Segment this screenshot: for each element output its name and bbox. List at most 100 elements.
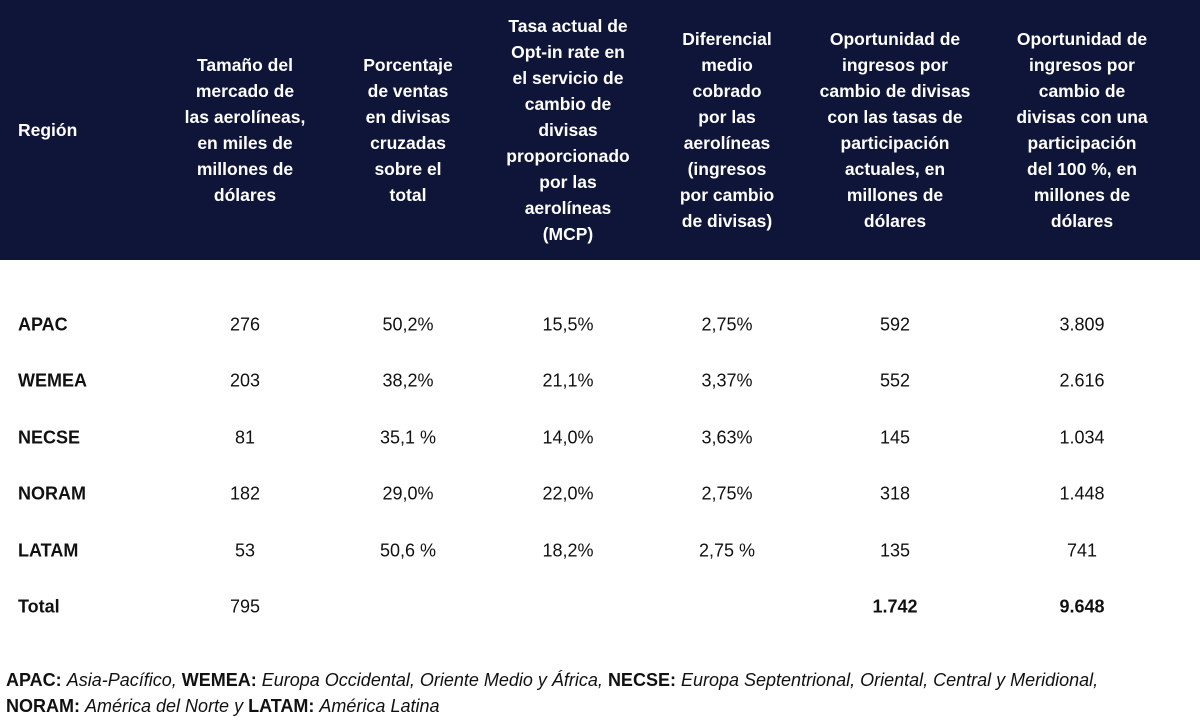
table-cell: 203: [229, 370, 261, 391]
footnote-text: América Latina: [319, 696, 440, 716]
header-line: del 100 %, en: [1027, 159, 1137, 179]
header-line: ingresos por: [1029, 55, 1135, 75]
header-line: Tamaño del: [197, 55, 293, 75]
table-cell: 3,63%: [701, 427, 753, 448]
header-line: Porcentaje: [363, 55, 453, 75]
row-label: NORAM: [18, 483, 86, 504]
header-line: cruzadas: [370, 133, 446, 153]
header-line: cambio de: [1038, 81, 1126, 101]
table-cell: 276: [229, 314, 261, 335]
table-cell: 135: [879, 540, 911, 561]
header-line: participación: [840, 133, 950, 153]
table-cell: 21,1%: [542, 370, 594, 391]
footnote-term: APAC:: [6, 670, 62, 690]
column-header: Porcentaje de ventas en divisas cruzadas sob…: [343, 0, 473, 260]
header-line: sobre el: [374, 159, 442, 179]
table-cell: 14,0%: [542, 427, 594, 448]
table-cell: 38,2%: [382, 370, 434, 391]
table-cell: 2,75%: [701, 483, 753, 504]
table-cell: 552: [879, 370, 911, 391]
header-line: (ingresos: [687, 159, 767, 179]
footnote-term: NORAM:: [6, 696, 80, 716]
header-line: de divisas): [681, 211, 773, 231]
table-cell: 50,6 %: [379, 540, 437, 561]
row-label: NECSE: [18, 427, 81, 448]
footnote-term: LATAM:: [248, 696, 315, 716]
header-line: Opt-in rate en: [511, 42, 625, 62]
header-line: cambio de: [524, 94, 612, 114]
header-line: Diferencial: [682, 29, 772, 49]
footnote-text: Europa Occidental, Oriente Medio y Áfric…: [261, 670, 603, 690]
header-line: proporcionado: [506, 146, 630, 166]
header-line: Región: [18, 120, 78, 140]
header-line: divisas con una: [1016, 107, 1148, 127]
header-line: en miles de: [197, 133, 293, 153]
table-cell: 2,75 %: [698, 540, 756, 561]
column-header: Oportunidad de ingresos por cambio de divi…: [800, 0, 990, 260]
column-header: Oportunidad de ingresos por cambio de divis…: [987, 0, 1177, 260]
header-line: ingresos por: [842, 55, 948, 75]
header-line: por las: [698, 107, 756, 127]
table-cell: 145: [879, 427, 911, 448]
table-cell: 318: [879, 483, 911, 504]
table-cell: 9.648: [1059, 596, 1105, 617]
header-line: aerolíneas: [683, 133, 771, 153]
header-line: millones de: [1033, 185, 1131, 205]
table-cell: 1.448: [1059, 483, 1105, 504]
table-cell: 29,0%: [382, 483, 434, 504]
row-label: WEMEA: [18, 370, 87, 391]
header-line: por las: [539, 172, 597, 192]
table-header: Región Tamaño del mercado de las aerolíneas…: [0, 0, 1200, 260]
footnote-text: Europa Septentrional, Oriental, Central …: [680, 670, 1099, 690]
column-header: Diferencial medio cobrado por las aerolíneas…: [657, 0, 797, 260]
table-cell: 18,2%: [542, 540, 594, 561]
row-label: LATAM: [18, 540, 79, 561]
header-line: dólares: [1050, 211, 1114, 231]
footnote-term: NECSE:: [607, 670, 676, 690]
header-line: mercado de: [195, 81, 295, 101]
header-line: millones de: [196, 159, 294, 179]
header-line: millones de: [846, 185, 944, 205]
row-label: APAC: [18, 314, 68, 335]
table-cell: 592: [879, 314, 911, 335]
header-line: actuales, en: [844, 159, 946, 179]
footnote: APAC: Asia-Pacífico, WEMEA: Europa Occid…: [6, 667, 1156, 719]
header-line: con las tasas de: [827, 107, 963, 127]
table-cell: 81: [234, 427, 256, 448]
header-line: medio: [701, 55, 753, 75]
table-cell: 1.034: [1059, 427, 1105, 448]
column-header: Región: [18, 0, 158, 260]
footnote-text: Asia-Pacífico,: [66, 670, 177, 690]
table-cell: 3,37%: [701, 370, 753, 391]
column-header: Tamaño del mercado de las aerolíneas, en mi…: [170, 0, 320, 260]
table-cell: 53: [234, 540, 256, 561]
header-line: las aerolíneas,: [184, 107, 306, 127]
footnote-text: América del Norte y: [85, 696, 244, 716]
header-line: en divisas: [365, 107, 451, 127]
table-cell: 2.616: [1059, 370, 1105, 391]
header-line: cambio de divisas: [819, 81, 971, 101]
header-line: aerolíneas: [524, 198, 612, 218]
header-line: (MCP): [542, 224, 594, 244]
table-cell: 22,0%: [542, 483, 594, 504]
table-cell: 1.742: [872, 596, 918, 617]
table-cell: 15,5%: [542, 314, 594, 335]
header-line: Oportunidad de: [829, 29, 961, 49]
table-cell: 795: [229, 596, 261, 617]
header-line: dólares: [863, 211, 927, 231]
column-header: Tasa actual de Opt-in rate en el servicio …: [488, 0, 648, 260]
table-cell: 741: [1066, 540, 1098, 561]
header-line: Tasa actual de: [508, 16, 628, 36]
table-cell: 35,1 %: [379, 427, 437, 448]
header-line: por cambio: [679, 185, 775, 205]
header-line: participación: [1027, 133, 1137, 153]
header-line: dólares: [213, 185, 277, 205]
header-line: de ventas: [367, 81, 449, 101]
table-cell: 2,75%: [701, 314, 753, 335]
table-cell: 182: [229, 483, 261, 504]
footnote-term: WEMEA:: [181, 670, 257, 690]
row-label: Total: [18, 596, 60, 617]
table-cell: 3.809: [1059, 314, 1105, 335]
header-line: cobrado: [692, 81, 762, 101]
